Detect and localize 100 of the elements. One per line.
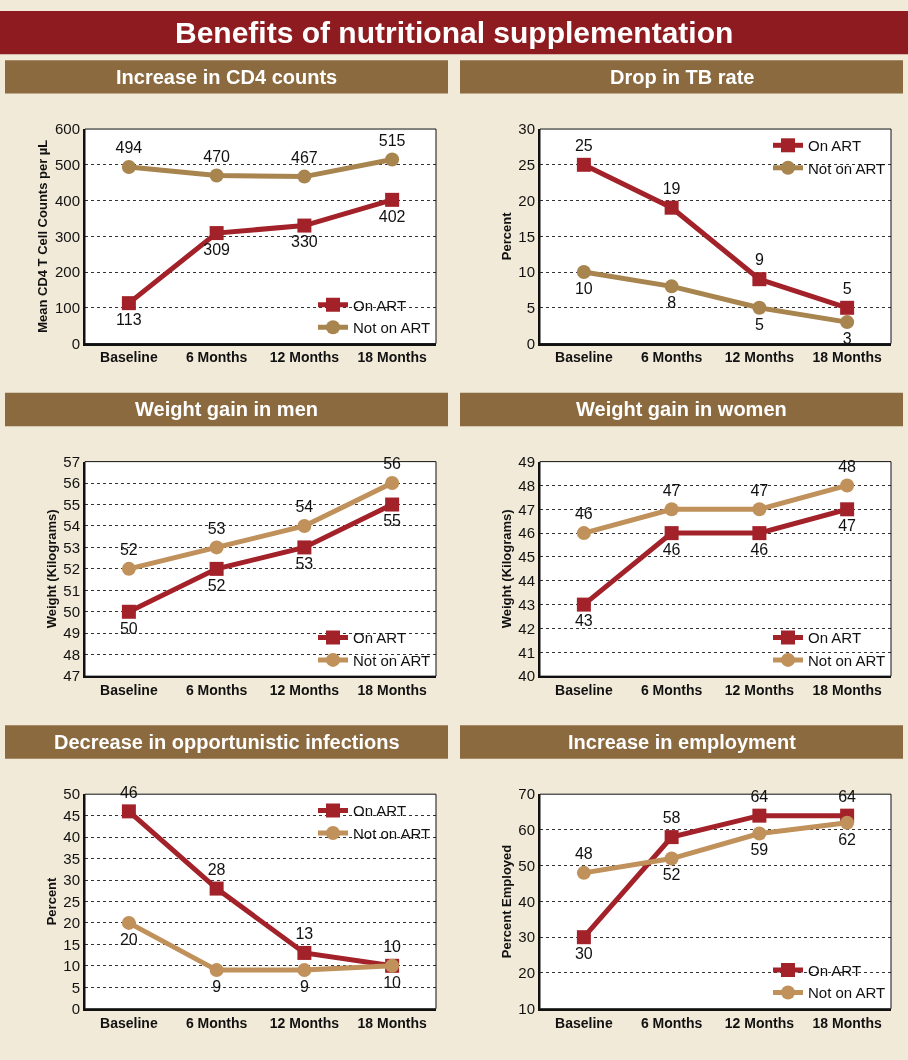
y-axis-title: Weight (Kilograms) bbox=[43, 509, 59, 629]
point bbox=[209, 540, 224, 555]
x-tick-label: Baseline bbox=[555, 349, 613, 366]
y-tick-label: 46 bbox=[518, 524, 535, 542]
y-axis-title: Percent Employed bbox=[498, 844, 514, 959]
legend-label: On ART bbox=[353, 629, 407, 647]
point bbox=[752, 808, 767, 823]
y-tick-label: 47 bbox=[63, 667, 80, 685]
point bbox=[576, 865, 591, 880]
data-label: 28 bbox=[207, 860, 226, 878]
point bbox=[576, 526, 591, 541]
x-tick-label: 18 Months bbox=[357, 1014, 427, 1031]
data-label: 47 bbox=[750, 481, 769, 499]
data-label: 47 bbox=[662, 481, 681, 499]
y-tick-label: 55 bbox=[63, 495, 80, 513]
data-label: 515 bbox=[378, 131, 406, 149]
data-label: 50 bbox=[119, 619, 138, 637]
legend-label: Not on ART bbox=[353, 651, 431, 669]
point bbox=[121, 296, 136, 311]
x-tick-label: Baseline bbox=[100, 681, 158, 698]
y-tick-label: 100 bbox=[54, 299, 80, 317]
legend-label: Not on ART bbox=[808, 159, 886, 177]
chart-title: Weight gain in women bbox=[576, 398, 787, 420]
x-tick-label: 6 Months bbox=[640, 349, 703, 366]
y-tick-label: 0 bbox=[71, 334, 80, 352]
point bbox=[576, 930, 591, 945]
point bbox=[664, 851, 679, 866]
x-tick-label: 6 Months bbox=[185, 681, 248, 698]
data-label: 46 bbox=[750, 540, 769, 558]
x-tick-label: 18 Months bbox=[357, 681, 427, 698]
chart-title: Drop in TB rate bbox=[610, 66, 755, 88]
legend-label: On ART bbox=[353, 296, 407, 314]
data-label: 48 bbox=[838, 457, 857, 475]
data-label: 53 bbox=[207, 519, 226, 537]
data-label: 330 bbox=[291, 233, 318, 251]
x-tick-label: 12 Months bbox=[724, 349, 795, 366]
y-axis-title: Mean CD4 T Cell Counts per µL bbox=[35, 139, 51, 333]
y-tick-label: 20 bbox=[518, 191, 535, 209]
point bbox=[840, 478, 855, 493]
point bbox=[752, 300, 767, 315]
y-tick-label: 50 bbox=[63, 603, 80, 621]
y-tick-label: 500 bbox=[54, 156, 80, 174]
y-tick-label: 49 bbox=[63, 624, 80, 642]
x-tick-label: 6 Months bbox=[640, 1014, 703, 1031]
y-tick-label: 35 bbox=[63, 849, 80, 867]
legend-label: On ART bbox=[808, 137, 862, 155]
data-label: 62 bbox=[838, 830, 857, 848]
point bbox=[209, 881, 224, 896]
y-axis-title: Percent bbox=[43, 876, 59, 926]
x-tick-label: 12 Months bbox=[269, 1014, 340, 1031]
y-tick-label: 15 bbox=[63, 935, 80, 953]
point bbox=[664, 279, 679, 294]
y-tick-label: 54 bbox=[63, 517, 80, 535]
point bbox=[752, 502, 767, 517]
y-tick-label: 45 bbox=[63, 806, 80, 824]
legend-label: Not on ART bbox=[353, 319, 431, 337]
y-tick-label: 50 bbox=[63, 785, 80, 803]
y-axis-title: Percent bbox=[498, 211, 514, 261]
data-label: 467 bbox=[291, 148, 318, 166]
data-label: 30 bbox=[574, 944, 593, 962]
data-label: 8 bbox=[667, 294, 677, 312]
point bbox=[297, 945, 312, 960]
chart-title: Increase in employment bbox=[568, 731, 797, 753]
y-tick-label: 52 bbox=[63, 560, 80, 578]
point bbox=[664, 830, 679, 845]
point bbox=[664, 502, 679, 517]
chart-title: Increase in CD4 counts bbox=[116, 66, 338, 88]
data-label: 309 bbox=[203, 240, 231, 258]
y-tick-label: 10 bbox=[518, 263, 535, 281]
legend-label: Not on ART bbox=[353, 824, 431, 842]
y-tick-label: 70 bbox=[518, 785, 535, 803]
data-label: 10 bbox=[383, 973, 402, 991]
y-tick-label: 40 bbox=[518, 892, 535, 910]
data-label: 43 bbox=[574, 612, 593, 630]
y-tick-label: 20 bbox=[63, 914, 80, 932]
point bbox=[121, 804, 136, 819]
point bbox=[576, 597, 591, 612]
y-tick-label: 5 bbox=[526, 299, 535, 317]
data-label: 52 bbox=[207, 576, 226, 594]
legend-label: Not on ART bbox=[808, 984, 886, 1002]
y-tick-label: 47 bbox=[518, 500, 535, 518]
data-label: 9 bbox=[212, 977, 222, 995]
y-axis-title: Weight (Kilograms) bbox=[498, 509, 514, 629]
point bbox=[121, 915, 136, 930]
point bbox=[209, 168, 224, 183]
y-tick-label: 30 bbox=[518, 120, 535, 138]
y-tick-label: 10 bbox=[518, 999, 535, 1017]
data-label: 54 bbox=[295, 498, 314, 516]
data-label: 5 bbox=[842, 280, 852, 298]
y-tick-label: 30 bbox=[518, 928, 535, 946]
y-tick-label: 300 bbox=[54, 227, 80, 245]
y-tick-label: 40 bbox=[63, 828, 80, 846]
y-tick-label: 41 bbox=[518, 643, 535, 661]
y-tick-label: 400 bbox=[54, 191, 80, 209]
x-tick-label: 12 Months bbox=[269, 349, 340, 366]
point bbox=[297, 218, 312, 233]
x-tick-label: 12 Months bbox=[724, 1014, 795, 1031]
data-label: 9 bbox=[754, 251, 764, 269]
y-tick-label: 48 bbox=[63, 645, 80, 663]
y-tick-label: 56 bbox=[63, 474, 80, 492]
